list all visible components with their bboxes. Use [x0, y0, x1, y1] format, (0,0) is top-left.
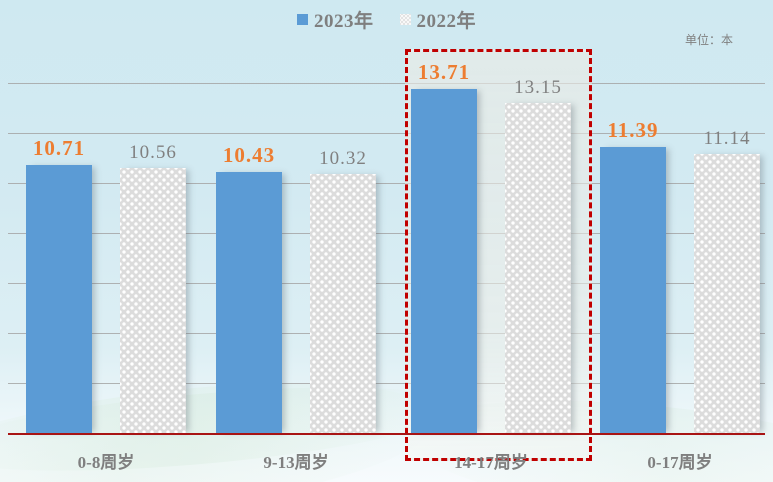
bar-group: 11.39 11.14 — [600, 0, 760, 434]
bar-group: 10.43 10.32 — [216, 0, 376, 434]
gridline — [8, 83, 765, 84]
legend-item-2023[interactable]: 2023年 — [296, 6, 374, 33]
bar-2023年-0-17周岁[interactable] — [600, 147, 666, 434]
bar-2022年-0-8周岁[interactable] — [120, 168, 186, 434]
gridline — [8, 333, 765, 334]
legend-label-2022: 2022年 — [416, 11, 477, 32]
bar-value-label: 10.71 — [32, 136, 86, 160]
x-axis-category-labels: 0-8周岁 9-13周岁 14-17周岁 0-17周岁 — [0, 442, 773, 482]
bar-2022年-0-17周岁[interactable] — [694, 154, 760, 434]
bar-value-label: 10.56 — [129, 142, 177, 163]
bar-group: 13.71 13.15 — [411, 0, 571, 434]
bar-value-label: 11.39 — [607, 118, 659, 142]
bar-2023年-9-13周岁[interactable] — [216, 172, 282, 434]
bar-value-label: 13.15 — [514, 77, 562, 98]
legend-item-2022[interactable]: 2022年 — [399, 6, 477, 33]
gridline — [8, 283, 765, 284]
legend-label-2023: 2023年 — [313, 11, 374, 32]
bar-value-label: 13.71 — [417, 60, 471, 84]
bar-2023年-0-8周岁[interactable] — [26, 165, 92, 434]
x-axis-line — [8, 433, 765, 435]
bar-value-label: 10.43 — [222, 143, 276, 167]
category-label-0-8周岁: 0-8周岁 — [77, 453, 135, 472]
bar-2022年-9-13周岁[interactable] — [310, 174, 376, 434]
bar-group: 10.71 10.56 — [26, 0, 186, 434]
bar-value-label: 11.14 — [703, 128, 751, 149]
plot-area: 10.71 10.56 10.43 10.32 13.71 13.15 11.39 11.14 — [8, 0, 765, 461]
chart-legend: 2023年 2022年 — [0, 6, 773, 33]
gridline — [8, 233, 765, 234]
bar-2023年-14-17周岁[interactable] — [411, 89, 477, 434]
category-label-14-17周岁: 14-17周岁 — [454, 453, 528, 472]
bar-value-label: 10.32 — [319, 148, 367, 169]
gridline — [8, 133, 765, 134]
unit-note: 单位：本 — [684, 33, 733, 47]
gridline — [8, 183, 765, 184]
category-label-9-13周岁: 9-13周岁 — [263, 453, 329, 472]
category-label-0-17周岁: 0-17周岁 — [647, 453, 713, 472]
dotted-square-icon — [399, 14, 411, 25]
bar-2022年-14-17周岁[interactable] — [505, 103, 571, 434]
gridline — [8, 383, 765, 384]
solid-square-icon — [296, 14, 308, 25]
